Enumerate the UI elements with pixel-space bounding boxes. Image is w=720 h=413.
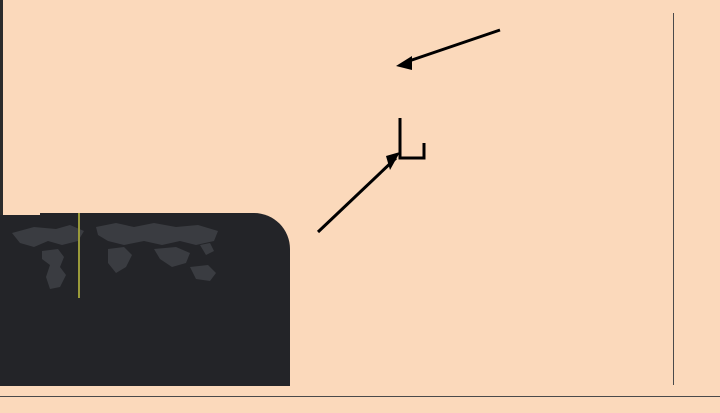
symbol-list-panel[interactable] (0, 0, 40, 215)
world-map (0, 213, 290, 298)
time-axis[interactable] (0, 396, 720, 413)
symbol-list-rail (0, 0, 3, 215)
price-axis[interactable] (673, 13, 720, 396)
day-night-divider (78, 213, 80, 298)
world-map-svg (12, 223, 218, 289)
news-info-panel[interactable] (0, 213, 290, 386)
news-footer (0, 385, 720, 396)
